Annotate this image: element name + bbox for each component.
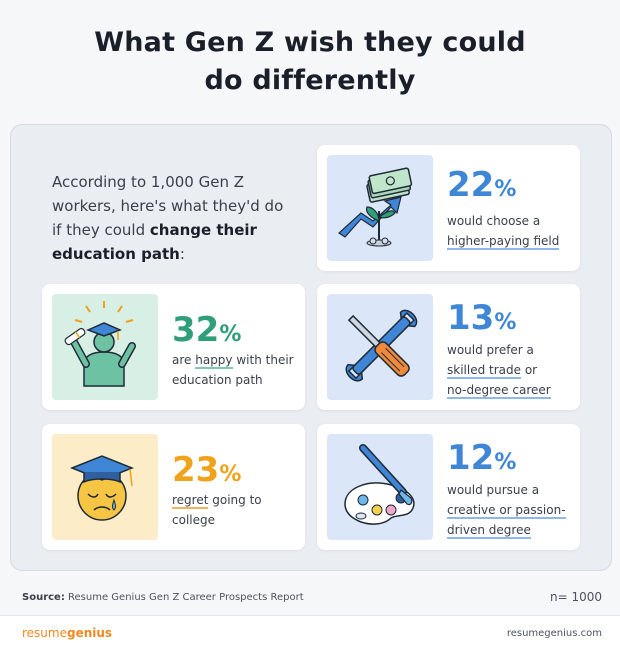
- tools-illustration: [327, 294, 433, 400]
- footer-bar: [0, 615, 620, 647]
- stat-value-22: 22%: [447, 165, 517, 205]
- stat-label-22: would choose a higher-paying field: [447, 214, 560, 250]
- sad-graduate-illustration: [52, 434, 158, 540]
- sad-face-icon: [69, 455, 135, 521]
- stat-card-happy: 32% are happy with their education path: [42, 284, 305, 410]
- intro-suffix: :: [179, 245, 185, 263]
- money-plant-illustration: [327, 155, 433, 261]
- intro-prefix: According to 1,000 Gen Z workers, here's…: [52, 173, 284, 239]
- stat-label-12: would pursue a creative or passion- driv…: [447, 483, 566, 539]
- stat-value-32: 32%: [172, 310, 242, 350]
- title-line-1: What Gen Z wish they could: [94, 27, 526, 58]
- stat-card-higher-paying: 22% would choose a higher-paying field: [317, 145, 580, 271]
- stat-label-23: regret going to college: [172, 493, 262, 527]
- stat-card-skilled-trade: 13% would prefer a skilled trade or no-d…: [317, 284, 580, 410]
- page-title: What Gen Z wish they could do differentl…: [0, 24, 620, 100]
- stat-card-regret: 23% regret going to college: [42, 424, 305, 550]
- stat-label-13: would prefer a skilled trade or no-degre…: [447, 343, 551, 399]
- graduate-illustration: [52, 294, 158, 400]
- stat-label-32: are happy with their education path: [172, 353, 294, 387]
- stat-value-12: 12%: [447, 438, 517, 478]
- stat-card-creative: 12% would pursue a creative or passion- …: [317, 424, 580, 550]
- site-url[interactable]: resumegenius.com: [506, 628, 602, 639]
- wrench-screwdriver-icon: [345, 309, 418, 382]
- palette-illustration: [327, 434, 433, 540]
- graduate-icon: [64, 301, 136, 387]
- money-plant-icon: [338, 167, 413, 247]
- intro-text: According to 1,000 Gen Z workers, here's…: [52, 170, 292, 266]
- sample-size: n= 1000: [549, 590, 602, 604]
- stat-value-23: 23%: [172, 450, 242, 490]
- source-note: Source: Resume Genius Gen Z Career Prosp…: [22, 592, 304, 603]
- title-line-2: do differently: [204, 65, 416, 96]
- paint-palette-icon: [344, 444, 415, 525]
- brand-logo: resumegenius: [22, 626, 113, 640]
- stat-value-13: 13%: [447, 298, 517, 338]
- intro-bold: change their education path: [52, 221, 257, 263]
